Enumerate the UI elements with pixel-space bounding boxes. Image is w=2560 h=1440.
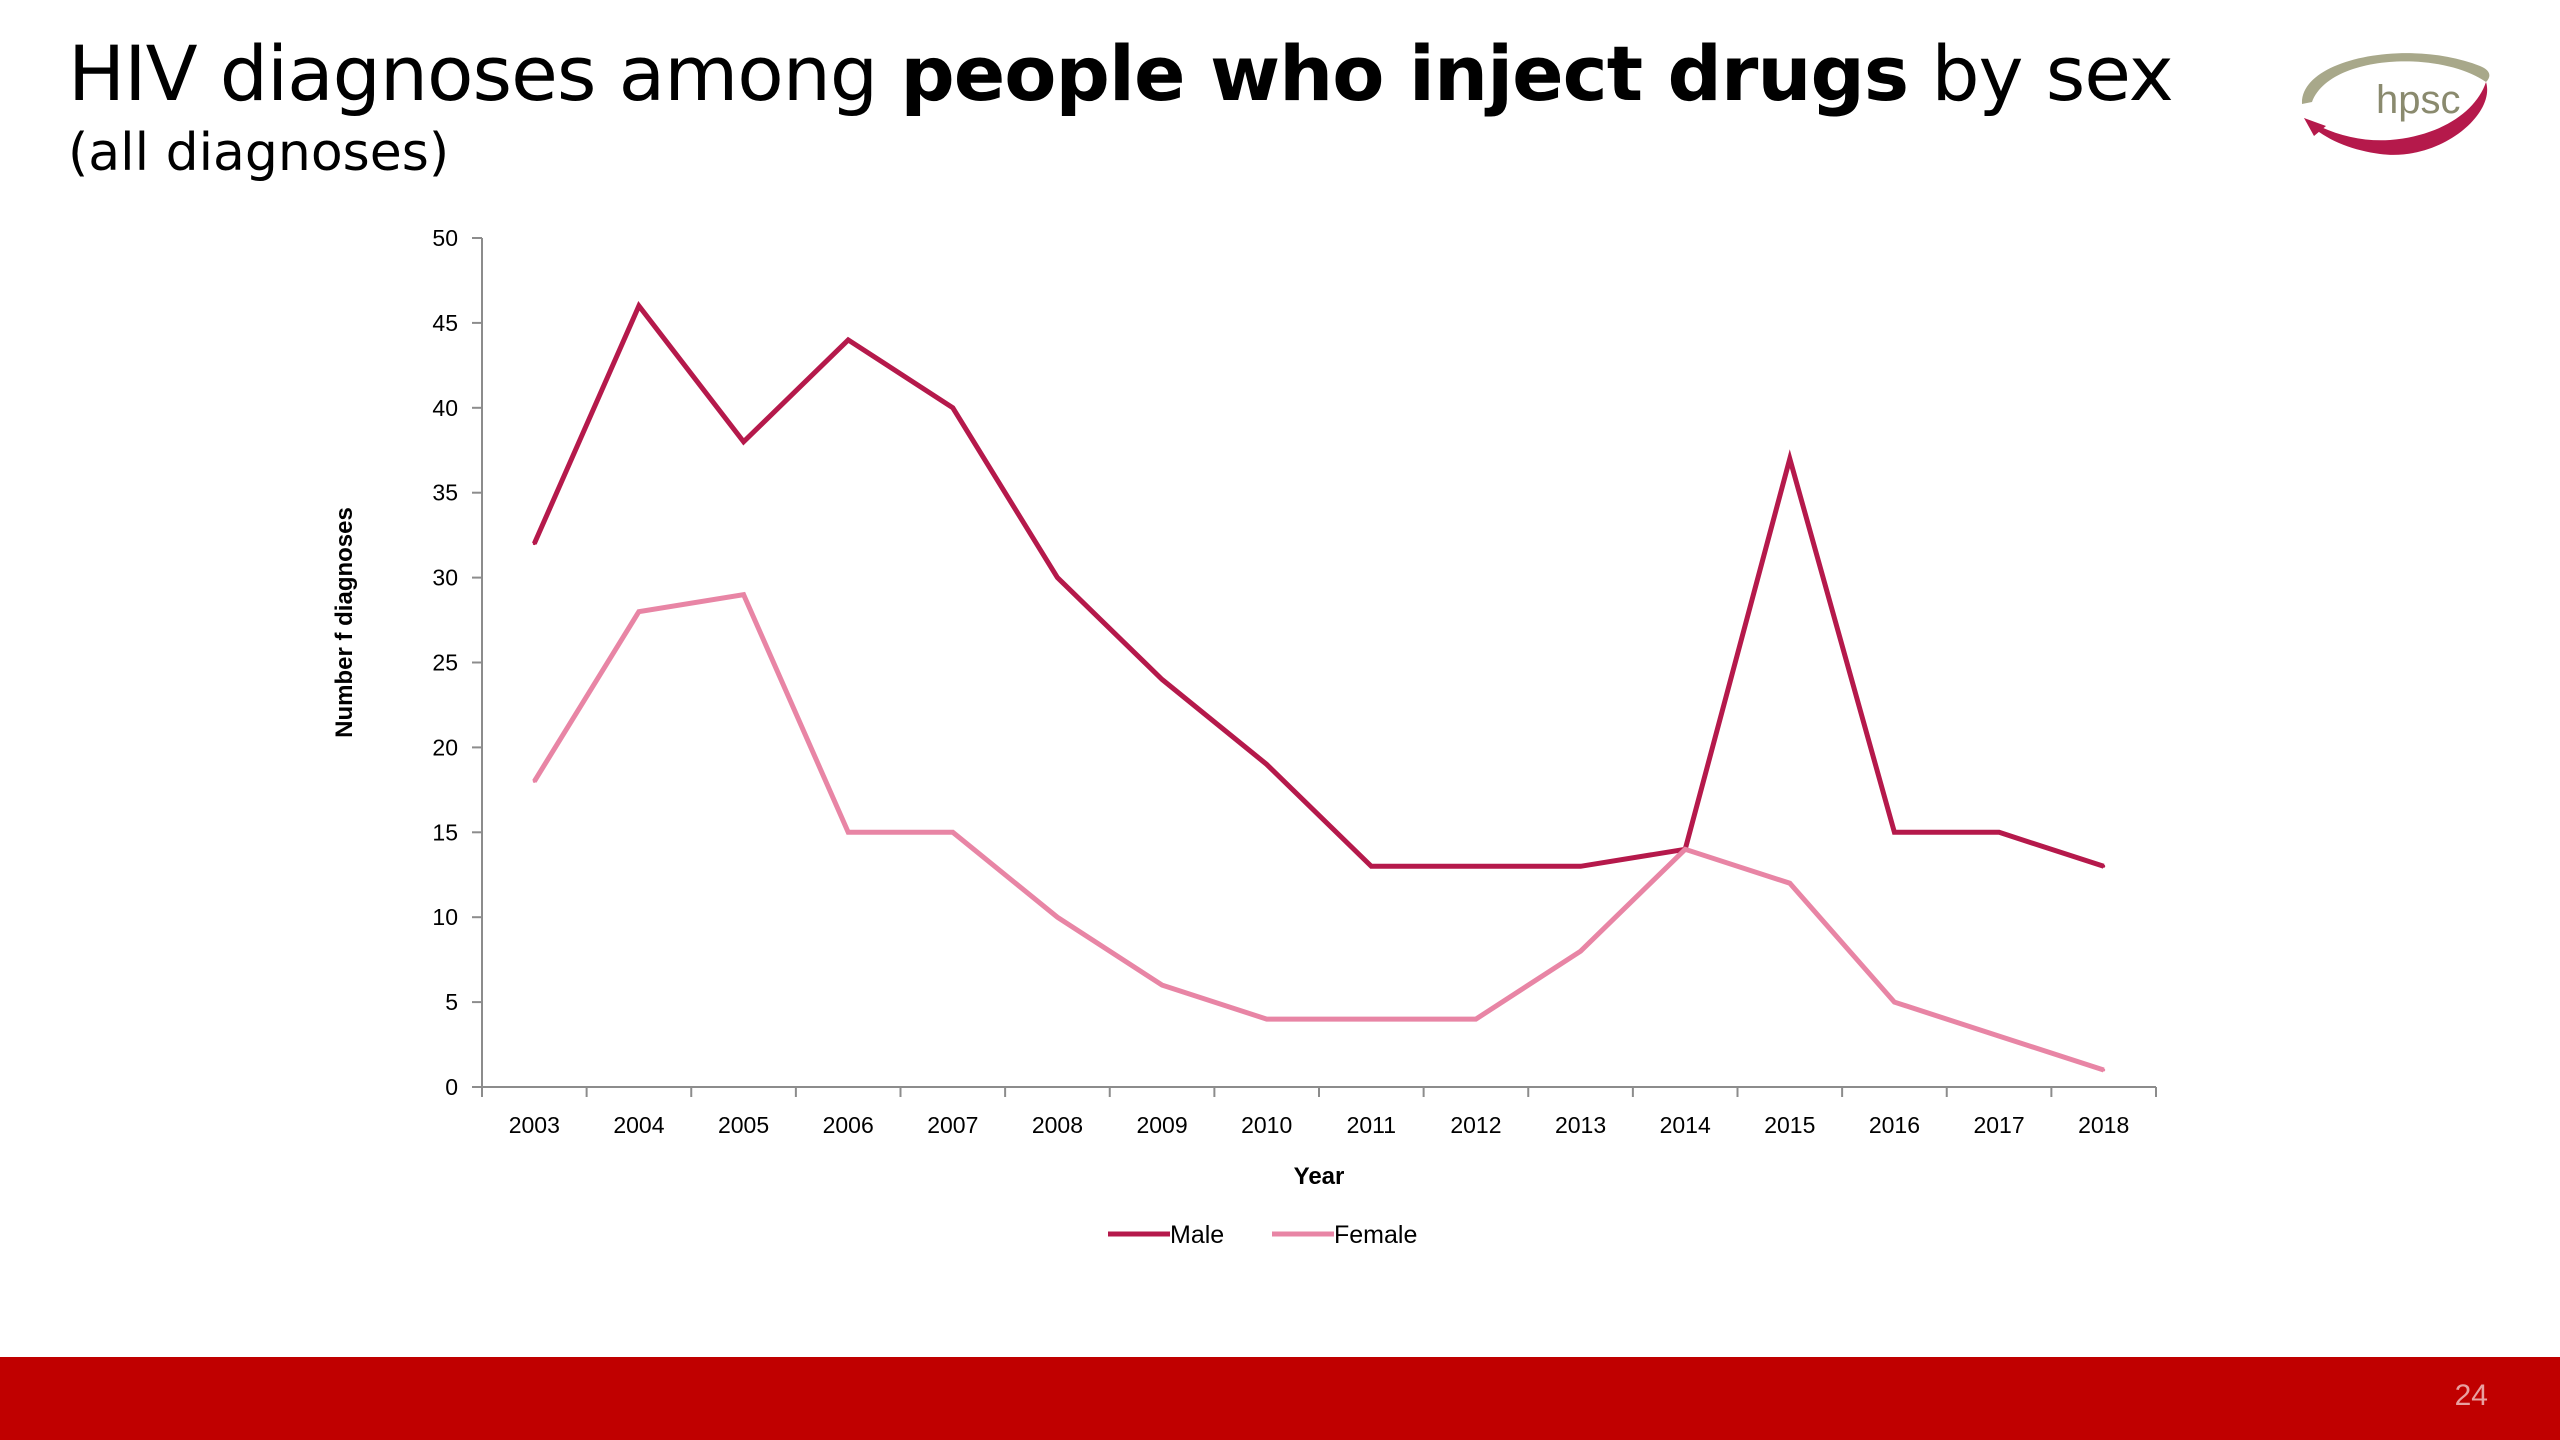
x-tick-label: 2005 <box>718 1112 769 1138</box>
data-point-male <box>532 542 536 546</box>
legend-label-male: Male <box>1170 1221 1224 1249</box>
x-tick-label: 2015 <box>1764 1112 1815 1138</box>
data-point-male <box>2102 864 2106 868</box>
y-tick-label: 25 <box>432 650 458 676</box>
x-axis-title: Year <box>1294 1163 1345 1190</box>
hpsc-logo-icon <box>2301 53 2490 155</box>
x-tick-label: 2006 <box>823 1112 874 1138</box>
data-point-female <box>742 593 746 597</box>
line-chart: 0 5 10 15 20 25 30 35 40 45 50 2003 2004 2005 2006 2007… <box>331 225 2157 1249</box>
x-tick-label: 2008 <box>1032 1112 1083 1138</box>
y-tick-label: 5 <box>445 989 458 1015</box>
page-number: 24 <box>2454 1379 2488 1412</box>
logo-text: hpsc <box>2376 78 2461 122</box>
x-tick-label: 2003 <box>509 1112 560 1138</box>
data-point-female <box>1265 1017 1269 1021</box>
x-tick-label: 2004 <box>613 1112 664 1138</box>
y-tick-label: 15 <box>432 819 458 845</box>
slide-subtitle: (all diagnoses) <box>68 123 450 183</box>
x-tick-label: 2018 <box>2078 1112 2129 1138</box>
data-point-male <box>742 440 746 444</box>
title-suffix: by sex <box>1908 29 2173 118</box>
data-point-female <box>1788 881 1792 885</box>
chart-series <box>532 301 2106 1073</box>
data-point-female <box>2102 1068 2106 1072</box>
data-point-male <box>1160 677 1164 681</box>
x-tick-label: 2012 <box>1450 1112 1501 1138</box>
y-axis-title: Number f diagnoses <box>331 507 358 738</box>
data-point-male <box>951 406 955 410</box>
data-point-male <box>846 338 850 342</box>
data-point-male <box>1369 864 1373 868</box>
x-tick-label: 2010 <box>1241 1112 1292 1138</box>
y-tick-label: 0 <box>445 1074 458 1100</box>
data-point-female <box>637 610 641 614</box>
title-prefix: HIV diagnoses among <box>68 29 901 118</box>
data-point-female <box>1683 847 1687 851</box>
data-point-female <box>846 830 850 834</box>
data-point-female <box>1160 983 1164 987</box>
footer-bar: 24 <box>0 1357 2560 1440</box>
data-point-female <box>951 830 955 834</box>
x-tick-label: 2013 <box>1555 1112 1606 1138</box>
data-point-male <box>637 304 641 308</box>
x-tick-label: 2016 <box>1869 1112 1920 1138</box>
series-line-female <box>532 591 2105 1073</box>
data-point-male <box>1474 864 1478 868</box>
data-point-male <box>1579 864 1583 868</box>
data-point-male <box>1892 830 1896 834</box>
y-tick-label: 10 <box>432 904 458 930</box>
y-tick-label: 50 <box>432 225 458 251</box>
x-tick-label: 2014 <box>1660 1112 1711 1138</box>
data-point-female <box>1579 949 1583 953</box>
data-point-female <box>1892 1000 1896 1004</box>
x-tick-label: 2009 <box>1136 1112 1187 1138</box>
x-tick-label: 2007 <box>927 1112 978 1138</box>
y-tick-label: 20 <box>432 734 458 760</box>
data-point-male <box>1265 762 1269 766</box>
data-point-female <box>1997 1034 2001 1038</box>
slide-title: HIV diagnoses among people who inject dr… <box>68 29 2174 118</box>
data-point-female <box>1369 1017 1373 1021</box>
y-tick-label: 45 <box>432 310 458 336</box>
data-point-female <box>1055 915 1059 919</box>
data-point-male <box>1788 457 1792 461</box>
chart-axes: 0 5 10 15 20 25 30 35 40 45 50 2003 2004 2005 2006 2007… <box>331 225 2157 1190</box>
chart-legend: Male Female <box>1108 1221 1417 1249</box>
x-tick-label: 2017 <box>1973 1112 2024 1138</box>
y-tick-label: 30 <box>432 565 458 591</box>
x-tick-label: 2011 <box>1347 1112 1396 1138</box>
title-bold: people who inject drugs <box>900 29 1909 118</box>
y-tick-label: 35 <box>432 480 458 506</box>
data-point-male <box>1055 576 1059 580</box>
data-point-female <box>1474 1017 1478 1021</box>
legend-label-female: Female <box>1334 1221 1417 1249</box>
series-line-male <box>532 301 2105 869</box>
data-point-male <box>1997 830 2001 834</box>
data-point-female <box>532 779 536 783</box>
y-tick-label: 40 <box>432 395 458 421</box>
